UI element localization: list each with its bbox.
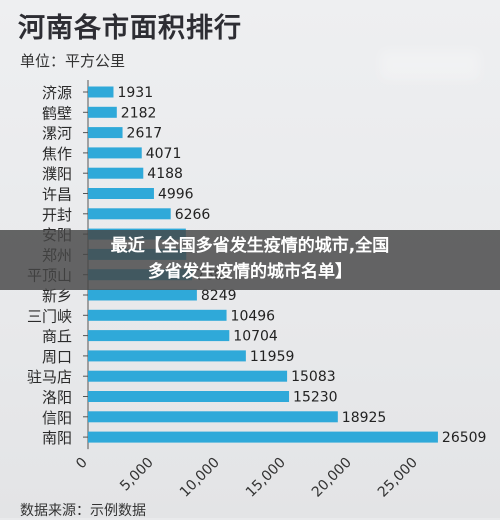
data-source: 数据来源：示例数据: [20, 503, 146, 519]
category-label: 鹤壁: [42, 104, 72, 122]
category-label: 周口: [42, 348, 72, 366]
value-label: 10496: [231, 308, 276, 324]
value-label: 18925: [342, 410, 387, 426]
watermark: [380, 50, 480, 80]
value-label: 11959: [250, 349, 295, 365]
value-label: 2617: [127, 126, 163, 142]
category-label: 南阳: [42, 429, 72, 447]
bar: [88, 127, 123, 139]
x-tick-label: 25,000: [375, 455, 421, 501]
value-label: 4996: [158, 187, 194, 203]
caption-line-1: 最近【全国多省发生疫情的城市,全国: [110, 236, 390, 256]
caption-text: 最近【全国多省发生疫情的城市,全国 多省发生疫情的城市名单】: [0, 233, 500, 285]
value-label: 4188: [147, 166, 183, 182]
category-label: 驻马店: [27, 368, 72, 386]
value-label: 1931: [117, 85, 153, 101]
x-tick-label: 20,000: [309, 455, 355, 501]
category-label: 漯河: [42, 125, 72, 143]
chart-unit: 单位：平方公里: [20, 52, 126, 70]
category-label: 信阳: [42, 409, 72, 427]
category-label: 新乡: [42, 287, 72, 305]
category-label: 济源: [42, 84, 72, 102]
bar: [88, 350, 246, 362]
caption-overlay: [0, 230, 500, 290]
value-label: 8249: [201, 288, 237, 304]
bar: [88, 208, 171, 220]
value-label: 10704: [233, 329, 278, 345]
value-label: 6266: [175, 207, 211, 223]
bar: [88, 370, 288, 382]
bar: [88, 411, 338, 423]
category-label: 焦作: [42, 145, 72, 163]
category-label: 洛阳: [42, 389, 72, 407]
x-tick-label: 5,000: [117, 455, 157, 495]
bar: [88, 431, 438, 443]
bar: [88, 106, 117, 118]
value-label: 26509: [442, 430, 487, 446]
category-label: 许昌: [42, 186, 72, 204]
x-tick-label: 0: [73, 455, 91, 473]
bar: [88, 391, 290, 402]
bar: [88, 167, 144, 179]
bar: [88, 188, 154, 199]
x-tick-label: 15,000: [243, 455, 289, 501]
bar: [88, 309, 227, 321]
category-label: 濮阳: [42, 165, 72, 183]
x-tick-label: 10,000: [177, 455, 223, 501]
value-label: 15230: [293, 390, 338, 406]
bar: [88, 86, 114, 98]
value-label: 4071: [146, 146, 182, 162]
category-label: 商丘: [42, 328, 72, 346]
value-label: 15083: [291, 369, 336, 385]
caption-line-2: 多省发生疫情的城市名单】: [148, 262, 352, 282]
bar: [88, 289, 197, 301]
bar: [88, 147, 142, 159]
category-label: 三门峡: [27, 307, 72, 325]
category-label: 开封: [42, 206, 72, 224]
chart-title: 河南各市面积排行: [18, 13, 242, 44]
value-label: 2182: [121, 105, 157, 121]
bar: [88, 330, 230, 342]
